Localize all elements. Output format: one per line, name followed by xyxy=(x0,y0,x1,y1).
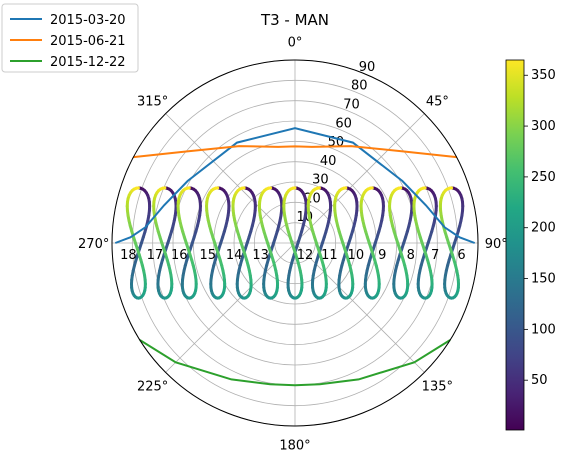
hour-label: 15 xyxy=(199,248,216,263)
r-tick-label: 40 xyxy=(320,154,337,169)
r-tick-label: 80 xyxy=(351,79,368,94)
colorbar: 50 100 150 200 250 300 350 xyxy=(505,59,556,431)
hour-label: 9 xyxy=(378,248,386,263)
legend-label: 2015-12-22 xyxy=(50,55,126,70)
hour-label: 13 xyxy=(252,248,269,263)
analemma-labels: 18 17 16 15 14 13 12 11 10 9 8 7 6 xyxy=(120,248,466,263)
series-line xyxy=(114,127,476,244)
colorbar-tick-label: 350 xyxy=(531,68,556,83)
theta-tick-label: 135° xyxy=(422,379,453,394)
analemma-16 xyxy=(176,186,202,300)
theta-tick-label: 270° xyxy=(78,237,109,252)
hour-label: 17 xyxy=(147,248,164,263)
series-line xyxy=(139,339,451,387)
analemma-11 xyxy=(306,186,333,300)
analemma-12 xyxy=(282,186,308,300)
theta-tick-label: 180° xyxy=(279,438,310,453)
series xyxy=(114,127,476,387)
hour-label: 10 xyxy=(348,248,365,263)
theta-tick-label: 0° xyxy=(288,36,303,51)
analemma-17 xyxy=(152,186,178,300)
analemma-10 xyxy=(333,186,359,300)
theta-tick-label: 45° xyxy=(426,95,449,110)
grid-spoke xyxy=(165,113,296,244)
analemma-7 xyxy=(412,186,438,300)
hour-label: 8 xyxy=(407,248,415,263)
theta-tick-label: 225° xyxy=(137,379,168,394)
colorbar-tick-label: 300 xyxy=(531,119,556,134)
angular-tick-labels: 0° 45° 90° 135° 180° 225° 270° 315° xyxy=(78,36,508,454)
r-tick-label: 90 xyxy=(359,60,376,75)
theta-tick-label: 90° xyxy=(485,237,508,252)
hour-label: 14 xyxy=(226,248,243,263)
polar-plot: 1020304050607080900°45°90°135°180°225°27… xyxy=(78,36,508,454)
analemmas xyxy=(125,186,465,300)
colorbar-tick-label: 50 xyxy=(531,373,548,388)
analemma-8 xyxy=(388,186,414,300)
hour-label: 11 xyxy=(321,248,338,263)
legend-label: 2015-06-21 xyxy=(50,34,126,49)
colorbar-tick-label: 100 xyxy=(531,322,556,337)
analemma-15 xyxy=(205,186,231,300)
theta-tick-label: 315° xyxy=(137,95,168,110)
colorbar-tick-label: 150 xyxy=(531,272,556,287)
grid-spoke xyxy=(294,113,425,244)
analemma-13 xyxy=(257,186,284,300)
colorbar-tick-label: 200 xyxy=(531,221,556,236)
analemma-18 xyxy=(125,186,152,300)
hour-label: 16 xyxy=(171,248,188,263)
legend: 2015-03-20 2015-06-21 2015-12-22 xyxy=(1,3,139,73)
hour-label: 18 xyxy=(120,248,137,263)
hour-label: 7 xyxy=(431,248,439,263)
legend-label: 2015-03-20 xyxy=(50,13,126,28)
r-tick-label: 70 xyxy=(343,98,360,113)
series-line xyxy=(133,145,457,159)
analemma-14 xyxy=(231,186,257,300)
chart-title: T3 - MAN xyxy=(260,11,329,29)
hour-label: 6 xyxy=(457,248,465,263)
analemma-9 xyxy=(359,186,385,300)
r-tick-label: 60 xyxy=(335,116,352,131)
hour-label: 12 xyxy=(297,248,314,263)
polar-frame xyxy=(111,59,479,427)
legend-box xyxy=(1,3,139,73)
r-tick-label: 30 xyxy=(312,173,329,188)
colorbar-bar xyxy=(505,59,525,431)
colorbar-tick-label: 250 xyxy=(531,170,556,185)
